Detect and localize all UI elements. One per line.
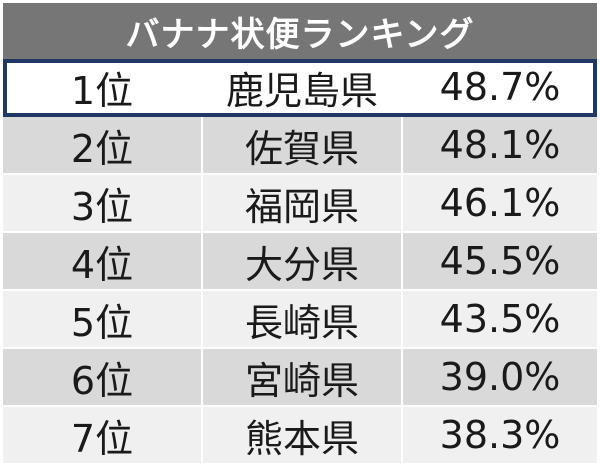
percentage-cell: 43.5% xyxy=(439,297,561,341)
rank-cell: 7位 xyxy=(3,407,203,463)
percentage-cell: 45.5% xyxy=(439,239,561,283)
rank-cell: 1位 xyxy=(70,68,134,113)
ranking-row: 2位 佐賀県 48.1% xyxy=(3,117,597,175)
prefecture-cell: 佐賀県 xyxy=(203,117,403,173)
ranking-row: 7位 熊本県 38.3% xyxy=(3,407,597,465)
percentage-cell: 48.7% xyxy=(439,65,561,109)
prefecture-cell: 鹿児島県 xyxy=(225,68,378,113)
prefecture-cell: 宮崎県 xyxy=(203,349,403,405)
percentage-cell: 39.0% xyxy=(439,355,561,399)
prefecture-cell: 大分県 xyxy=(203,233,403,289)
rank-cell: 2位 xyxy=(3,117,203,173)
percentage-cell: 48.1% xyxy=(439,123,561,167)
rank-cell: 6位 xyxy=(3,349,203,405)
rank-cell: 4位 xyxy=(3,233,203,289)
ranking-rows: 1位 鹿児島県 48.7% 2位 佐賀県 48.1% 3位 福岡県 46.1% … xyxy=(3,59,597,465)
ranking-title: バナナ状便ランキング xyxy=(3,3,597,59)
percentage-cell: 38.3% xyxy=(439,413,561,457)
prefecture-cell: 長崎県 xyxy=(203,291,403,347)
rank-cell: 5位 xyxy=(3,291,203,347)
percentage-cell: 46.1% xyxy=(439,181,561,225)
ranking-row: 3位 福岡県 46.1% xyxy=(3,175,597,233)
prefecture-cell: 熊本県 xyxy=(203,407,403,463)
ranking-row: 4位 大分県 45.5% xyxy=(3,233,597,291)
ranking-row: 5位 長崎県 43.5% xyxy=(3,291,597,349)
ranking-row: 1位 鹿児島県 48.7% xyxy=(3,59,597,117)
rank-cell: 3位 xyxy=(3,175,203,231)
ranking-row: 6位 宮崎県 39.0% xyxy=(3,349,597,407)
prefecture-cell: 福岡県 xyxy=(203,175,403,231)
